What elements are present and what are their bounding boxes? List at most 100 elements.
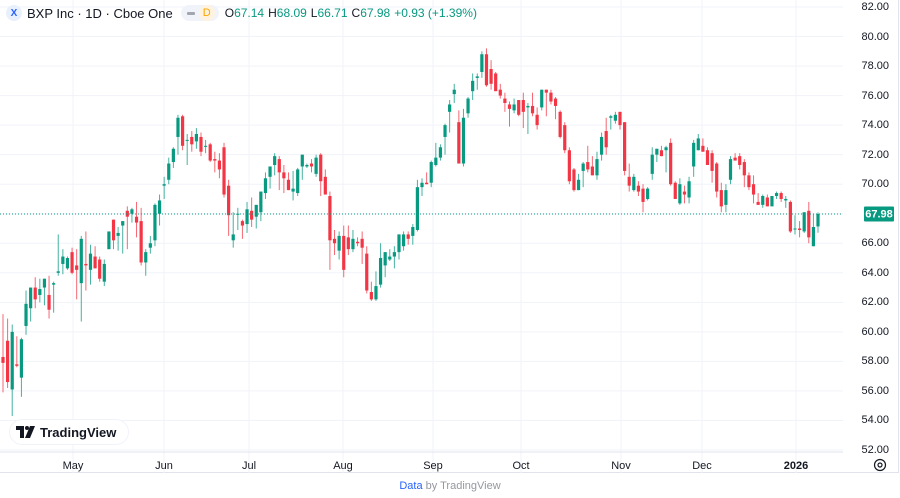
candle [715,162,719,198]
candlestick-plot[interactable] [0,0,843,473]
candle [494,71,498,92]
candle [751,175,756,204]
candle [79,235,83,322]
settings-target-icon[interactable] [873,458,887,472]
symbol-title[interactable]: BXP Inc · 1D · Cboe One [27,5,173,21]
candle [38,278,42,303]
candle [475,73,479,90]
candle [309,159,314,173]
candle [655,148,659,163]
candle [484,48,489,87]
x-logo-icon[interactable]: X [6,5,22,21]
candle [153,203,157,247]
candle [586,145,590,173]
candle [779,191,783,202]
candle [802,212,806,233]
price-tick-label: 82.00 [861,1,889,13]
candle [738,153,742,170]
candle [443,123,447,155]
candle [383,252,387,278]
candle [650,147,654,180]
candle [291,170,295,201]
time-tick-label: May [62,460,84,472]
candle [774,191,779,199]
candle [641,184,645,213]
candle [489,60,493,90]
candle [167,157,171,185]
candle [392,246,396,269]
candle [88,244,93,285]
interval-d-badge: D [198,5,215,21]
data-link[interactable]: Data [399,480,423,492]
candle [231,212,235,248]
minus-icon [186,11,195,15]
candle [217,153,222,179]
candle [544,89,548,117]
time-tick-label: Sep [423,460,443,472]
candle [328,191,332,270]
candle [360,231,364,264]
price-tick-label: 56.00 [861,384,889,397]
ohlc-low: L66.71 [310,6,348,20]
candle [203,139,208,154]
candle [176,114,180,155]
attribution-footer: Data by TradingView [0,480,900,492]
candle [609,114,613,130]
candle [121,221,125,254]
candle [332,229,337,256]
candle [530,92,535,117]
time-tick-label: Jul [241,460,257,472]
candle [162,176,166,199]
price-tick-label: 66.00 [861,237,889,250]
candle [19,337,24,397]
candle [10,324,14,417]
candle [590,156,594,176]
interval-badge[interactable]: D [180,5,219,21]
chart-pane[interactable]: X BXP Inc · 1D · Cboe One D O67.14 H68.0… [0,0,899,473]
candle [286,172,291,191]
price-tick-label: 58.00 [861,355,889,368]
candle [682,185,687,204]
candle [397,234,401,260]
candle [240,219,245,239]
candle [365,246,369,294]
candle [245,201,249,233]
tradingview-logo-text: TradingView [40,424,117,440]
candle [282,165,286,194]
candle [742,159,746,188]
candle [116,227,120,251]
time-tick-label: 2026 [783,460,809,472]
candle [461,108,466,167]
ohlc-close: C67.98 [351,6,391,20]
candle [125,206,129,250]
candle [563,122,567,154]
candle [659,145,664,157]
candle [52,281,56,313]
price-axis[interactable]: 82.00 80.00 78.00 76.00 74.00 72.00 70.00 66.00… [843,0,899,473]
candle [765,194,769,207]
candle [710,150,714,183]
tradingview-logo[interactable]: TradingView [10,420,129,444]
candle [549,89,553,105]
candle [636,181,641,197]
candle [42,278,47,306]
candle [747,172,751,191]
candle [263,172,268,199]
candle [466,97,470,118]
ohlc-high: H68.09 [268,6,307,20]
candle [300,154,304,180]
candle [378,243,383,288]
candle [438,144,443,161]
candle [687,176,691,204]
candle [1,314,5,393]
candle [24,290,28,335]
candle [724,184,728,213]
candle [498,83,502,99]
candle [61,249,65,275]
candle [342,225,346,278]
candle [719,182,723,213]
candle [268,166,272,189]
candle [277,156,281,191]
candle [535,107,539,130]
candle [314,154,318,177]
